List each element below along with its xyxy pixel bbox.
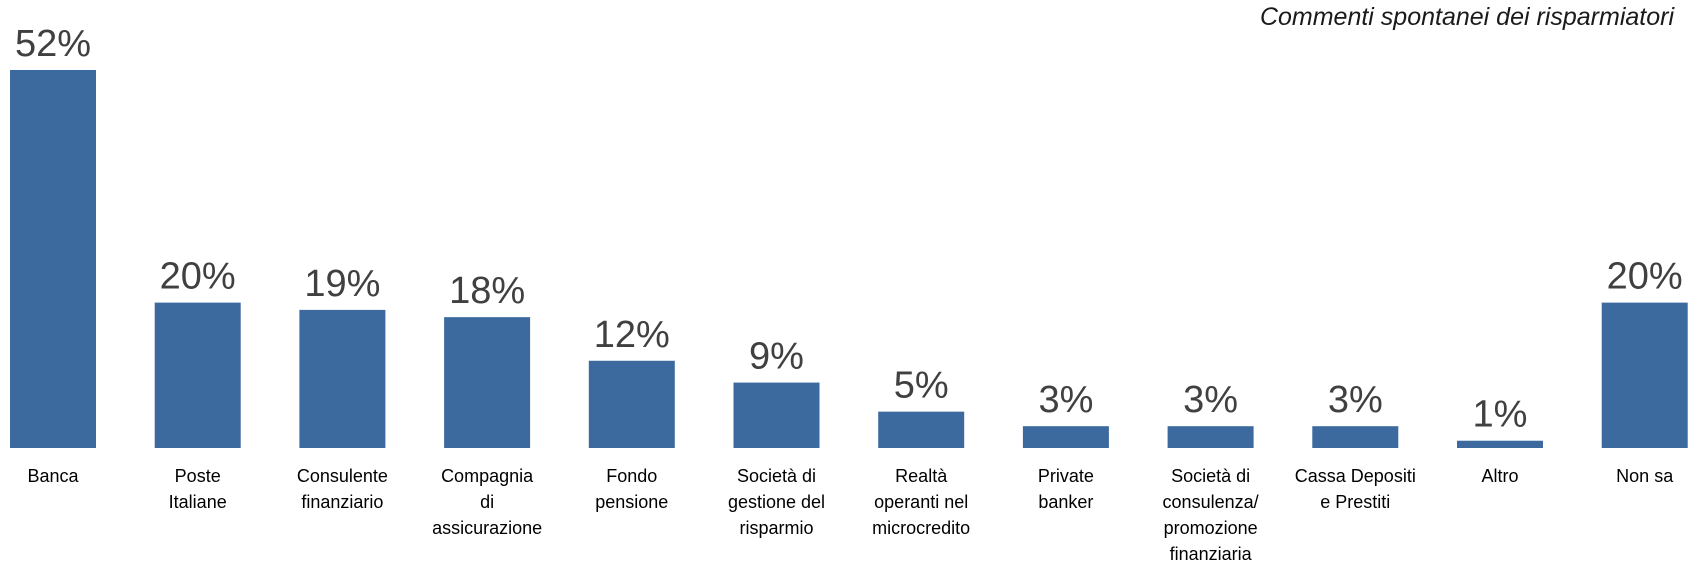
category-label-8-line-0: Società di [1171, 466, 1250, 486]
category-label-0-line-0: Banca [27, 466, 79, 486]
value-label-1: 20% [160, 256, 236, 298]
value-label-7: 3% [1038, 379, 1093, 421]
value-label-5: 9% [749, 336, 804, 378]
category-label-8-line-3: finanziaria [1170, 544, 1253, 563]
value-label-6: 5% [894, 365, 949, 407]
category-label-6-line-2: microcredito [872, 518, 970, 538]
bar-5 [733, 382, 820, 448]
category-label-4-line-1: pensione [595, 492, 668, 512]
category-label-8-line-1: consulenza/ [1163, 492, 1259, 512]
value-label-3: 18% [449, 270, 525, 312]
category-label-2-line-1: finanziario [301, 492, 383, 512]
category-label-1-line-0: Poste [175, 466, 221, 486]
value-label-11: 20% [1607, 256, 1683, 298]
bar-4 [588, 360, 675, 448]
bar-11 [1601, 302, 1688, 448]
category-label-8-line-2: promozione [1164, 518, 1258, 538]
bar-2 [299, 309, 386, 448]
category-label-7-line-1: banker [1038, 492, 1093, 512]
bar-3 [444, 317, 531, 448]
category-label-3-line-1: di [480, 492, 494, 512]
value-label-9: 3% [1328, 379, 1383, 421]
value-label-2: 19% [304, 263, 380, 305]
category-label-4-line-0: Fondo [606, 466, 657, 486]
category-label-1-line-1: Italiane [169, 492, 227, 512]
bar-7 [1022, 426, 1109, 448]
bar-1 [154, 302, 241, 448]
category-label-9-line-1: e Prestiti [1320, 492, 1390, 512]
category-label-5-line-1: gestione del [728, 492, 825, 512]
bar-10 [1457, 440, 1543, 448]
category-label-2-line-0: Consulente [297, 466, 388, 486]
value-label-4: 12% [594, 314, 670, 356]
category-label-7-line-0: Private [1038, 466, 1094, 486]
value-label-10: 1% [1473, 394, 1528, 436]
bar-9 [1312, 426, 1399, 448]
category-label-9-line-0: Cassa Depositi [1295, 466, 1416, 486]
bar-6 [878, 411, 965, 448]
bar-0 [10, 70, 96, 448]
category-label-5-line-2: risparmio [739, 518, 813, 538]
bar-8 [1167, 426, 1254, 448]
chart-subtitle: Commenti spontanei dei risparmiatori [1259, 3, 1674, 31]
category-label-3-line-0: Compagnia [441, 466, 534, 486]
category-label-3-line-2: assicurazione [432, 518, 542, 538]
value-label-0: 52% [15, 23, 91, 65]
value-label-8: 3% [1183, 379, 1238, 421]
category-label-6-line-0: Realtà [895, 466, 948, 486]
category-label-6-line-1: operanti nel [874, 492, 968, 512]
category-label-5-line-0: Società di [737, 466, 816, 486]
category-label-10-line-0: Altro [1481, 466, 1518, 486]
category-label-11-line-0: Non sa [1616, 466, 1674, 486]
